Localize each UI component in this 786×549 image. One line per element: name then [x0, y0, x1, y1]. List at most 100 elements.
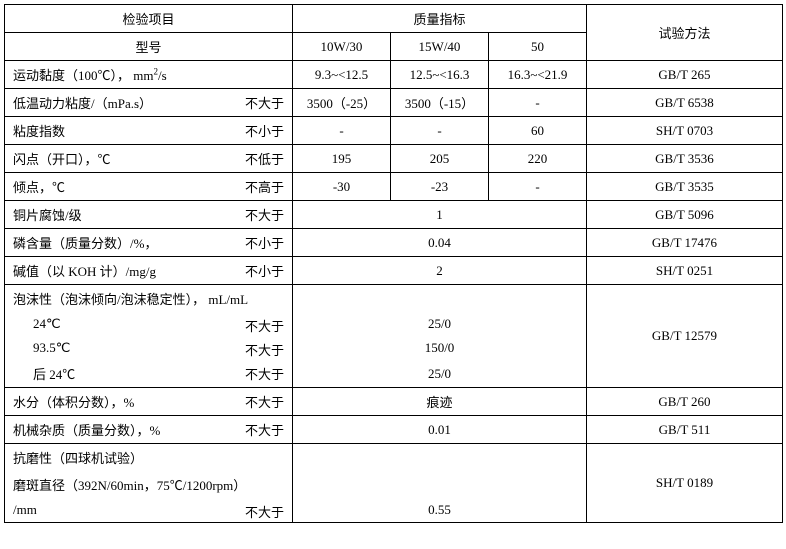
cell-merged: 25/0 [293, 312, 587, 336]
item-name: 抗磨性（四球机试验） [13, 451, 143, 466]
cell-merged: 0.04 [293, 229, 587, 257]
cell-merged: 0.55 [293, 498, 587, 523]
item-name: 铜片腐蚀/级 [13, 208, 82, 223]
cell-merged: 150/0 [293, 336, 587, 360]
table-row: 闪点（开口），℃ 不低于 195 205 220 GB/T 3536 [5, 145, 783, 173]
cell-c1: 195 [293, 145, 391, 173]
table-row: 抗磨性（四球机试验） SH/T 0189 [5, 444, 783, 472]
item-name: 低温动力粘度/（mPa.s） [13, 96, 152, 111]
cell-method: SH/T 0703 [587, 117, 783, 145]
cell-method: GB/T 3535 [587, 173, 783, 201]
item-name-cell: 碱值（以 KOH 计）/mg/g 不小于 [5, 257, 293, 285]
cell-merged: 痕迹 [293, 388, 587, 416]
item-name-cell: 24℃ 不大于 [5, 312, 293, 336]
item-name-cell: 铜片腐蚀/级 不大于 [5, 201, 293, 229]
spec-table: 检验项目 质量指标 试验方法 型号 10W/30 15W/40 50 运动黏度（… [4, 4, 783, 523]
item-qualifier: 不大于 [245, 364, 284, 383]
item-name: 水分（体积分数），% [13, 395, 134, 410]
header-col1: 10W/30 [293, 33, 391, 61]
item-name: 磷含量（质量分数）/%， [13, 236, 157, 251]
item-name-cell: 水分（体积分数），% 不大于 [5, 388, 293, 416]
cell-merged [293, 285, 587, 313]
table-row: 倾点，℃ 不高于 -30 -23 - GB/T 3535 [5, 173, 783, 201]
table-row: 碱值（以 KOH 计）/mg/g 不小于 2 SH/T 0251 [5, 257, 783, 285]
item-name: 后 24℃ [33, 367, 75, 382]
table-row: 磷含量（质量分数）/%， 不小于 0.04 GB/T 17476 [5, 229, 783, 257]
cell-c2: 3500（-15） [391, 89, 489, 117]
cell-method: GB/T 260 [587, 388, 783, 416]
cell-method: GB/T 12579 [587, 285, 783, 388]
item-name-cell: 泡沫性（泡沫倾向/泡沫稳定性）， mL/mL [5, 285, 293, 313]
item-qualifier: 不大于 [245, 316, 284, 335]
item-name-cell: 93.5℃ 不大于 [5, 336, 293, 360]
item-name-cell: /mm 不大于 [5, 498, 293, 523]
item-qualifier: 不大于 [245, 392, 284, 411]
cell-c2: -23 [391, 173, 489, 201]
cell-method: SH/T 0251 [587, 257, 783, 285]
cell-c3: - [489, 89, 587, 117]
cell-c1: -30 [293, 173, 391, 201]
item-qualifier: 不低于 [245, 149, 284, 168]
cell-c3: 220 [489, 145, 587, 173]
cell-c3: - [489, 173, 587, 201]
item-name-cell: 抗磨性（四球机试验） [5, 444, 293, 472]
cell-merged: 25/0 [293, 360, 587, 388]
header-item: 检验项目 [5, 5, 293, 33]
cell-c2: - [391, 117, 489, 145]
item-name: 运动黏度（100℃）， mm2/s [13, 68, 167, 83]
cell-method: GB/T 3536 [587, 145, 783, 173]
cell-method: GB/T 511 [587, 416, 783, 444]
table-row: 运动黏度（100℃）， mm2/s 9.3~<12.5 12.5~<16.3 1… [5, 61, 783, 89]
cell-c3: 16.3~<21.9 [489, 61, 587, 89]
cell-c1: 9.3~<12.5 [293, 61, 391, 89]
cell-c2: 12.5~<16.3 [391, 61, 489, 89]
item-name-cell: 倾点，℃ 不高于 [5, 173, 293, 201]
item-qualifier: 不高于 [245, 177, 284, 196]
item-qualifier: 不大于 [245, 420, 284, 439]
cell-method: SH/T 0189 [587, 444, 783, 523]
item-name: 碱值（以 KOH 计）/mg/g [13, 264, 156, 279]
item-qualifier: 不小于 [245, 121, 284, 140]
item-name-cell: 低温动力粘度/（mPa.s） 不大于 [5, 89, 293, 117]
item-name: 机械杂质（质量分数），% [13, 423, 160, 438]
table-row: 低温动力粘度/（mPa.s） 不大于 3500（-25） 3500（-15） -… [5, 89, 783, 117]
cell-method: GB/T 265 [587, 61, 783, 89]
table-row: 泡沫性（泡沫倾向/泡沫稳定性）， mL/mL GB/T 12579 [5, 285, 783, 313]
header-col2: 15W/40 [391, 33, 489, 61]
item-name-cell: 粘度指数 不小于 [5, 117, 293, 145]
item-qualifier: 不小于 [245, 233, 284, 252]
cell-merged [293, 471, 587, 498]
item-qualifier: 不大于 [245, 93, 284, 112]
table-row: 铜片腐蚀/级 不大于 1 GB/T 5096 [5, 201, 783, 229]
item-name: 粘度指数 [13, 124, 65, 139]
item-name: 泡沫性（泡沫倾向/泡沫稳定性）， mL/mL [13, 292, 248, 307]
cell-merged [293, 444, 587, 472]
header-col3: 50 [489, 33, 587, 61]
cell-merged: 1 [293, 201, 587, 229]
item-qualifier: 不大于 [245, 205, 284, 224]
item-name: 闪点（开口），℃ [13, 152, 111, 167]
item-name-cell: 后 24℃ 不大于 [5, 360, 293, 388]
header-method: 试验方法 [587, 5, 783, 61]
table-row: 水分（体积分数），% 不大于 痕迹 GB/T 260 [5, 388, 783, 416]
cell-method: GB/T 17476 [587, 229, 783, 257]
item-name: /mm [13, 502, 37, 517]
item-name-cell: 磨斑直径（392N/60min，75℃/1200rpm） [5, 471, 293, 498]
item-name: 倾点，℃ [13, 180, 65, 195]
item-name: 93.5℃ [33, 340, 70, 355]
item-name-cell: 闪点（开口），℃ 不低于 [5, 145, 293, 173]
item-name-cell: 运动黏度（100℃）， mm2/s [5, 61, 293, 89]
table-row: 机械杂质（质量分数），% 不大于 0.01 GB/T 511 [5, 416, 783, 444]
header-model: 型号 [5, 33, 293, 61]
item-name-cell: 机械杂质（质量分数），% 不大于 [5, 416, 293, 444]
cell-method: GB/T 6538 [587, 89, 783, 117]
cell-c2: 205 [391, 145, 489, 173]
header-row-1: 检验项目 质量指标 试验方法 [5, 5, 783, 33]
cell-merged: 2 [293, 257, 587, 285]
item-name: 磨斑直径（392N/60min，75℃/1200rpm） [13, 478, 246, 493]
item-name-cell: 磷含量（质量分数）/%， 不小于 [5, 229, 293, 257]
cell-c1: 3500（-25） [293, 89, 391, 117]
table-row: 粘度指数 不小于 - - 60 SH/T 0703 [5, 117, 783, 145]
item-qualifier: 不大于 [245, 502, 284, 521]
item-qualifier: 不小于 [245, 261, 284, 280]
